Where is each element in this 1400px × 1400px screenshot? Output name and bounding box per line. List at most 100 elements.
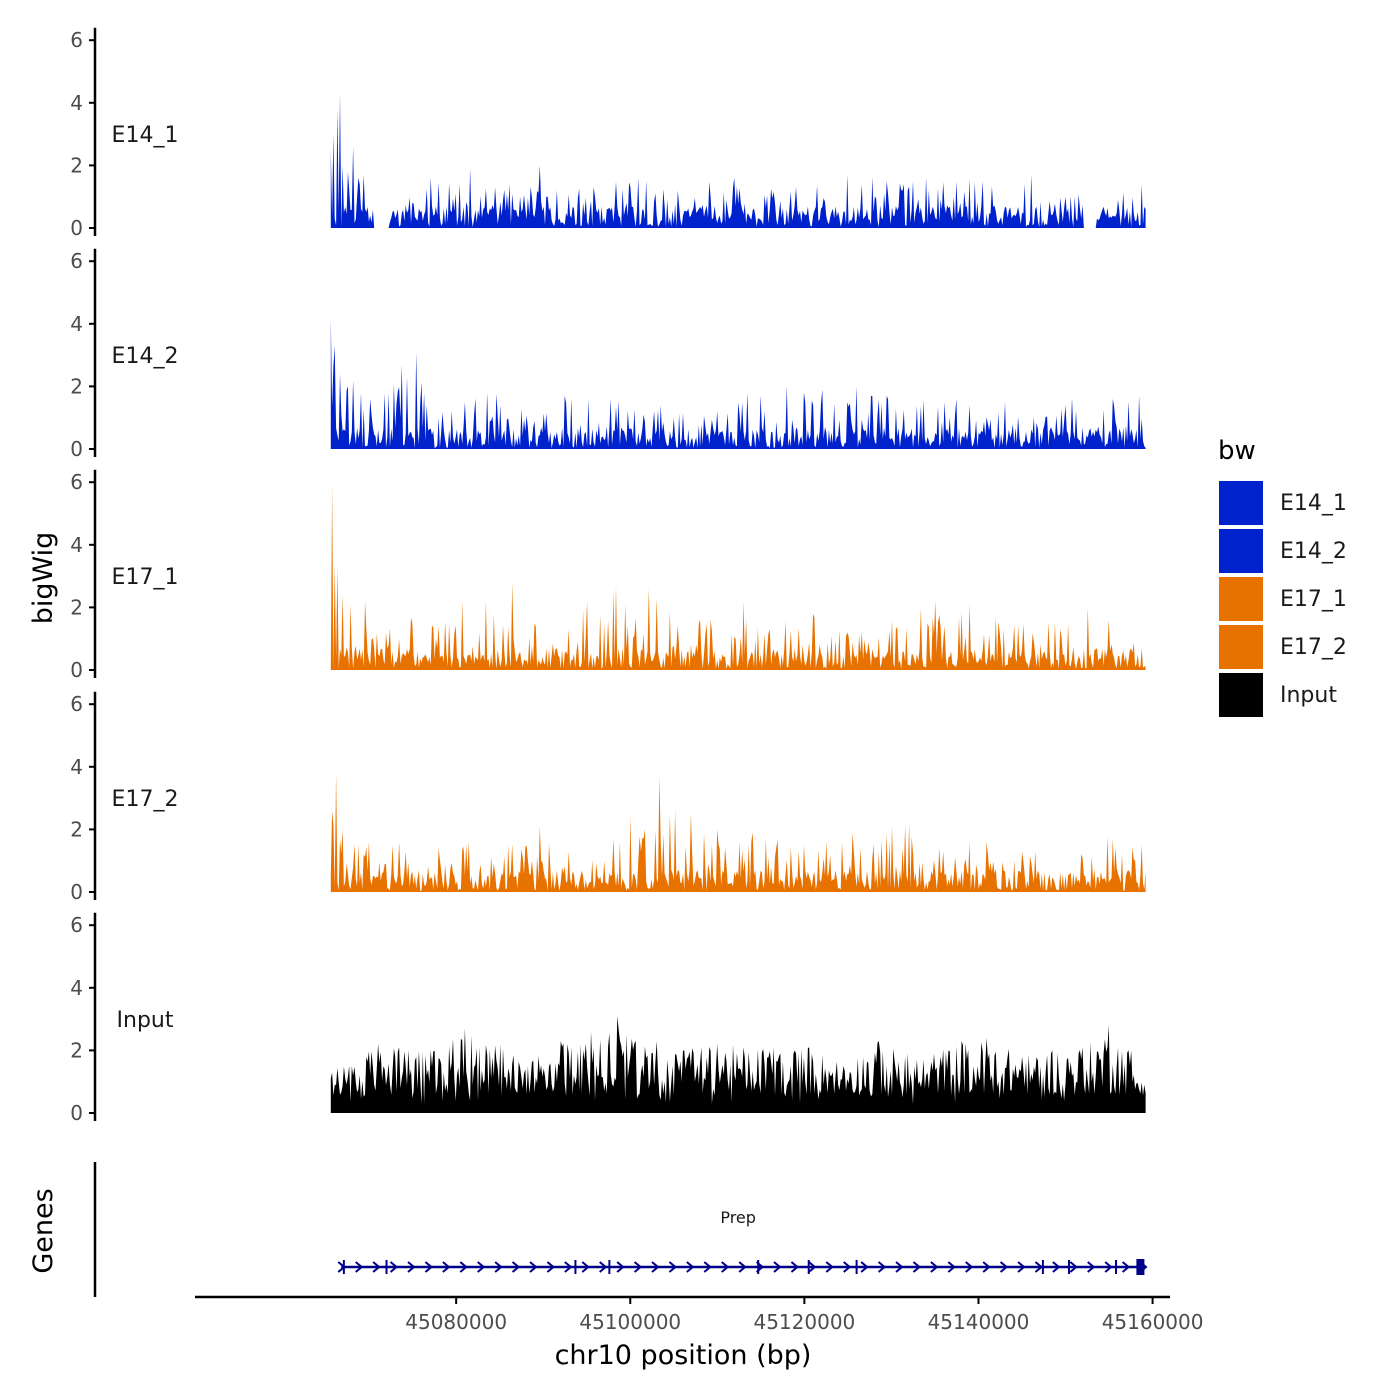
y-axis-title: bigWig (28, 532, 59, 625)
y-tick-label: 4 (70, 312, 83, 336)
strand-arrow-icon (511, 1261, 521, 1273)
legend-item-e17-2: E17_2 (1217, 623, 1347, 671)
track-e17-2: 0 2 4 6 E17_2 (70, 691, 1146, 904)
strand-arrow-icon (459, 1261, 468, 1273)
genes-axis-title: Genes (28, 1188, 59, 1273)
x-axis: 45080000 45100000 45120000 45140000 45160000 (195, 1295, 1204, 1334)
strand-arrow-icon (407, 1261, 416, 1273)
x-axis-title: chr10 position (bp) (555, 1340, 812, 1371)
strand-arrow-icon (721, 1261, 730, 1273)
y-tick-label: 0 (70, 216, 83, 240)
track-e17-1: 0 2 4 6 E17_1 (70, 469, 1146, 682)
track-e14-2: 0 2 4 6 E14_2 (70, 248, 1146, 461)
track-label-e14-2: E14_2 (112, 344, 179, 369)
strand-arrow-icon (965, 1261, 974, 1273)
legend-swatch (1217, 575, 1265, 623)
y-tick-label: 0 (70, 880, 83, 904)
exon-mark (1068, 1260, 1071, 1274)
genes-panel: Prep (93, 1162, 1148, 1297)
strand-arrow-icon (546, 1261, 555, 1273)
strand-arrow-icon (790, 1261, 799, 1273)
y-tick-label: 4 (70, 533, 83, 557)
x-tick-label: 45100000 (579, 1310, 681, 1334)
legend-label: E14_1 (1280, 491, 1347, 516)
strand-arrow-icon (947, 1261, 956, 1273)
exon-mark (1115, 1260, 1118, 1274)
bigwig-tracks: 0 2 4 6 E14_1 0 2 4 6 E14_2 0 2 4 6 E17_1 0 2 4 6 E17_2 0 2 4 6… (70, 27, 1146, 1125)
x-tick-label: 45160000 (1102, 1310, 1204, 1334)
legend-label: Input (1280, 683, 1337, 708)
legend-swatch (1217, 671, 1265, 719)
strand-arrow-icon (773, 1261, 782, 1273)
legend-swatch (1217, 623, 1265, 671)
y-tick-label: 6 (70, 913, 83, 937)
y-tick-label: 2 (70, 817, 83, 841)
strand-arrow-icon (1069, 1261, 1078, 1273)
strand-arrow-icon (1087, 1261, 1096, 1273)
strand-arrow-icon (372, 1261, 381, 1273)
strand-arrow-icon (494, 1261, 503, 1273)
y-tick-label: 2 (70, 153, 83, 177)
y-tick-label: 6 (70, 249, 83, 273)
strand-arrow-icon (564, 1261, 573, 1273)
coverage-area-e14-2 (330, 317, 1146, 449)
strand-arrow-icon (1017, 1261, 1026, 1273)
coverage-area-e14-1 (330, 93, 1146, 229)
strand-arrow-icon (442, 1261, 451, 1273)
y-tick-label: 6 (70, 692, 83, 716)
x-tick-label: 45120000 (753, 1310, 855, 1334)
y-tick-label: 4 (70, 976, 83, 1000)
legend-item-e14-2: E14_2 (1217, 527, 1347, 575)
strand-arrow-icon (1034, 1261, 1044, 1273)
strand-arrow-icon (389, 1261, 399, 1273)
legend-item-e14-1: E14_1 (1217, 479, 1347, 527)
strand-arrow-icon (651, 1261, 660, 1273)
track-label-e14-1: E14_1 (112, 123, 179, 148)
y-tick-label: 2 (70, 595, 83, 619)
strand-arrow-icon (424, 1261, 433, 1273)
strand-arrow-icon (930, 1261, 939, 1273)
strand-arrow-icon (668, 1261, 677, 1273)
legend-swatch (1217, 479, 1265, 527)
x-tick-label: 45140000 (928, 1310, 1030, 1334)
y-tick-label: 6 (70, 470, 83, 494)
strand-arrow-icon (999, 1261, 1009, 1273)
strand-arrow-icon (860, 1261, 869, 1273)
y-tick-label: 0 (70, 1101, 83, 1125)
legend-label: E17_1 (1280, 587, 1347, 612)
strand-arrow-icon (581, 1261, 590, 1273)
gene-label: Prep (720, 1208, 756, 1227)
coverage-area-e17-1 (330, 485, 1146, 670)
exon-mark (807, 1260, 810, 1274)
track-label-input: Input (117, 1008, 174, 1033)
exon-mark (757, 1260, 760, 1274)
track-label-e17-1: E17_1 (112, 565, 179, 590)
strand-arrow-icon (895, 1261, 904, 1273)
strand-arrow-icon (703, 1261, 712, 1273)
exon-mark (342, 1260, 345, 1274)
legend: bw E14_1 E14_2 E17_1 E17_2 Input (1217, 436, 1347, 719)
strand-arrow-icon (355, 1261, 364, 1273)
y-tick-label: 6 (70, 28, 83, 52)
gene-prep: Prep (337, 1208, 1148, 1275)
coverage-area-input (330, 1016, 1146, 1113)
strand-arrow-icon (843, 1261, 852, 1273)
strand-arrow-icon (808, 1261, 817, 1273)
legend-label: E17_2 (1280, 635, 1347, 660)
y-tick-label: 0 (70, 658, 83, 682)
strand-arrow-icon (686, 1261, 695, 1273)
strand-arrow-icon (529, 1261, 538, 1273)
strand-arrow-icon (877, 1261, 887, 1273)
exon-mark (385, 1260, 388, 1274)
y-tick-label: 4 (70, 755, 83, 779)
strand-arrow-icon (1104, 1261, 1113, 1273)
strand-arrow-icon (1121, 1261, 1131, 1273)
exon-mark (855, 1260, 858, 1274)
strand-arrow-icon (738, 1261, 747, 1273)
track-e14-1: 0 2 4 6 E14_1 (70, 27, 1146, 240)
exon-mark (574, 1260, 577, 1274)
track-label-e17-2: E17_2 (112, 787, 179, 812)
strand-arrow-icon (825, 1261, 834, 1273)
legend-swatch (1217, 527, 1265, 575)
